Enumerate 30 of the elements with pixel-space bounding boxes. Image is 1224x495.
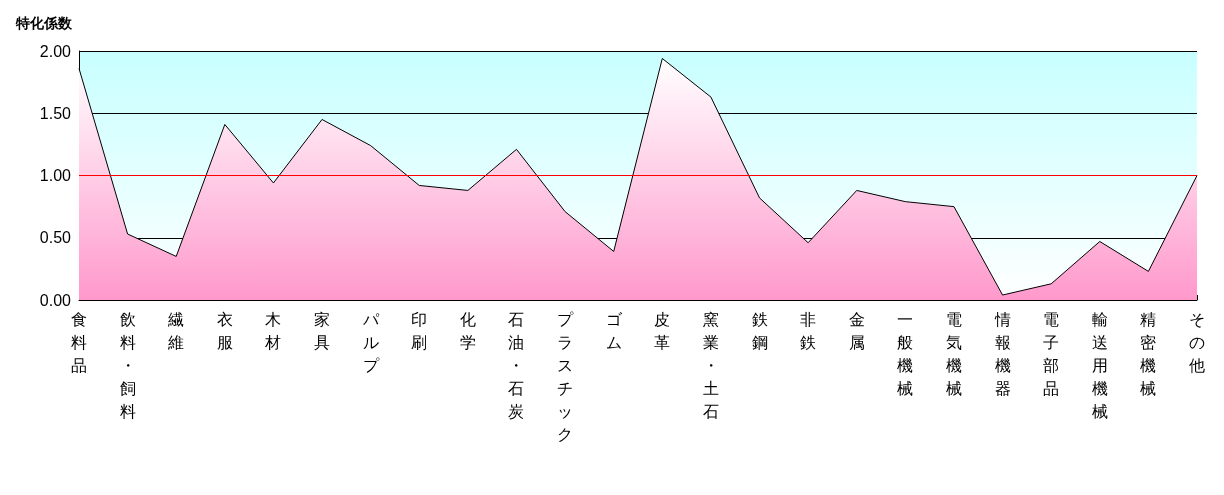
x-tick-label: 飲料・飼料	[119, 310, 136, 421]
x-tick-label: 食料品	[71, 310, 87, 375]
x-tick-label: 皮革	[654, 310, 671, 352]
x-tick-label: 金属	[848, 310, 865, 352]
x-tick-label: 一般機械	[897, 310, 914, 398]
x-tick-label: 非鉄	[800, 310, 817, 352]
x-tick-label: 印刷	[411, 310, 428, 352]
x-tick-label: 輸送用機械	[1091, 310, 1108, 421]
y-tick-label: 0.00	[39, 291, 72, 309]
y-axis-title: 特化係数	[15, 15, 73, 31]
x-tick-label: ゴム	[605, 310, 623, 352]
x-tick-label: 石油・石炭	[508, 310, 525, 421]
y-tick-label: 0.50	[39, 229, 72, 247]
x-tick-label: 化学	[459, 310, 476, 352]
x-tick-label: 窯業・土石	[702, 310, 719, 421]
x-tick-label: プラスチック	[557, 310, 575, 444]
x-tick-label: 情報機器	[993, 310, 1011, 398]
x-tick-label: 精密機械	[1140, 310, 1157, 398]
x-tick-label: 鉄鋼	[751, 310, 768, 352]
x-tick-label: 電気機械	[945, 310, 962, 398]
x-tick-label: 繊維	[167, 310, 185, 352]
y-tick-label: 1.50	[39, 104, 72, 122]
x-tick-label: 家具	[314, 310, 331, 352]
y-tick-label: 2.00	[39, 42, 72, 60]
x-tick-label: 電子部品	[1043, 310, 1060, 398]
x-tick-label: パルプ	[361, 310, 380, 375]
x-tick-label: 衣服	[216, 310, 233, 352]
x-tick-label: その他	[1189, 310, 1205, 375]
x-tick-label: 木材	[264, 310, 282, 352]
y-tick-label: 1.00	[39, 167, 72, 184]
